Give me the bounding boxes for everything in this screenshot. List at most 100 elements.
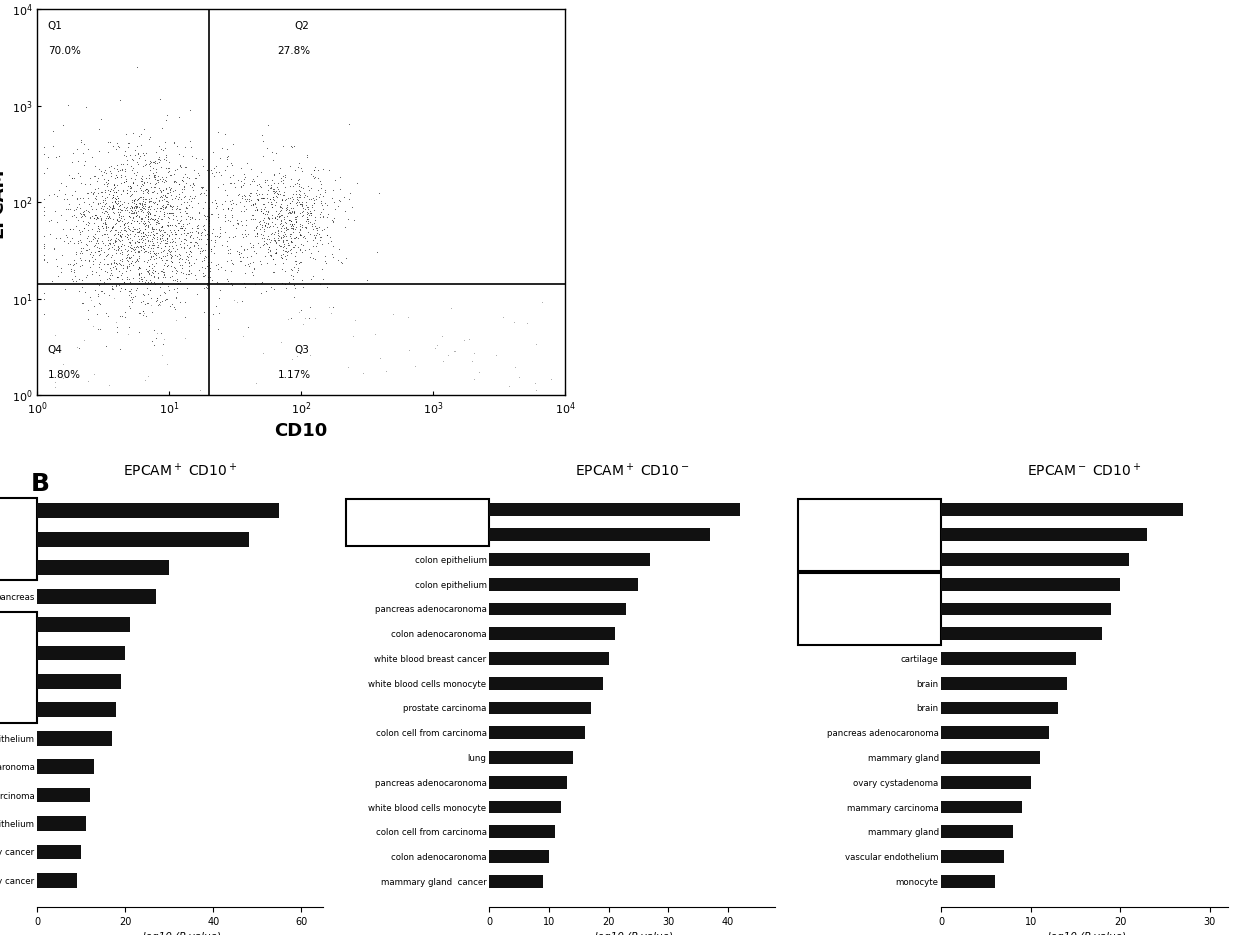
Point [154, 182, 174, 197]
Point [114, 217, 134, 232]
Point [215, 263, 234, 278]
Point [151, 325, 171, 340]
Point [277, 233, 296, 248]
Point [273, 188, 293, 203]
Point [185, 212, 205, 227]
Point [267, 246, 286, 261]
Point [120, 148, 140, 163]
Point [102, 220, 122, 235]
Point [177, 237, 197, 252]
Point [157, 230, 177, 245]
Point [280, 234, 300, 249]
Point [151, 200, 171, 215]
Point [138, 175, 157, 190]
Point [114, 175, 134, 190]
Point [89, 244, 109, 259]
Point [281, 267, 301, 282]
Point [157, 236, 177, 251]
Point [118, 179, 138, 194]
Point [84, 229, 104, 244]
Point [77, 267, 97, 282]
Point [138, 295, 157, 310]
Point [115, 216, 135, 231]
Point [124, 209, 144, 224]
Point [144, 208, 164, 223]
Point [107, 157, 126, 172]
Point [312, 197, 332, 212]
Point [114, 217, 134, 232]
Point [150, 203, 170, 218]
Point [281, 310, 301, 325]
Point [170, 214, 190, 229]
Point [175, 160, 195, 175]
Point [135, 237, 155, 252]
Point [109, 240, 129, 255]
Point [272, 238, 291, 253]
Point [107, 169, 126, 184]
Point [275, 167, 295, 182]
Point [290, 190, 310, 205]
Point [94, 198, 114, 213]
Point [174, 169, 193, 184]
Point [146, 248, 166, 263]
Point [94, 252, 114, 266]
Point [195, 223, 215, 237]
Point [254, 237, 274, 252]
Point [248, 236, 268, 251]
Point [115, 144, 135, 159]
Point [300, 226, 320, 241]
Point [77, 230, 97, 245]
Point [174, 223, 193, 237]
Point [270, 209, 290, 223]
Point [217, 253, 237, 268]
Point [105, 315, 125, 330]
Point [109, 256, 129, 271]
Point [86, 283, 105, 298]
Point [73, 204, 93, 219]
Point [164, 134, 184, 149]
Point [56, 202, 76, 217]
Point [317, 227, 337, 242]
Point [176, 252, 196, 266]
Point [247, 225, 267, 240]
Point [149, 245, 169, 260]
Bar [37, 589, 156, 603]
Point [366, 326, 386, 341]
Point [234, 223, 254, 237]
Point [180, 103, 200, 118]
Point [129, 266, 149, 280]
Point [188, 237, 208, 252]
Point [69, 340, 89, 355]
Bar [941, 627, 1102, 640]
Point [124, 195, 144, 210]
Point [131, 266, 151, 280]
Point [162, 202, 182, 217]
Point [155, 200, 175, 215]
Point [270, 203, 290, 218]
Point [134, 233, 154, 248]
Point [108, 136, 128, 151]
Point [399, 342, 419, 357]
Point [175, 166, 195, 181]
Point [149, 193, 169, 208]
Point [188, 195, 208, 210]
Point [275, 193, 295, 208]
Point [118, 227, 138, 242]
Point [112, 243, 131, 258]
Point [155, 238, 175, 253]
Point [128, 224, 148, 239]
Point [157, 161, 177, 176]
Point [103, 236, 123, 251]
Point [222, 155, 242, 170]
Point [83, 298, 103, 313]
Point [206, 298, 226, 313]
Point [164, 183, 184, 198]
Point [97, 204, 117, 219]
Point [159, 215, 179, 230]
Point [136, 262, 156, 277]
Point [154, 151, 174, 166]
Point [88, 231, 108, 246]
Point [268, 207, 288, 222]
Point [160, 205, 180, 220]
Point [247, 228, 267, 243]
